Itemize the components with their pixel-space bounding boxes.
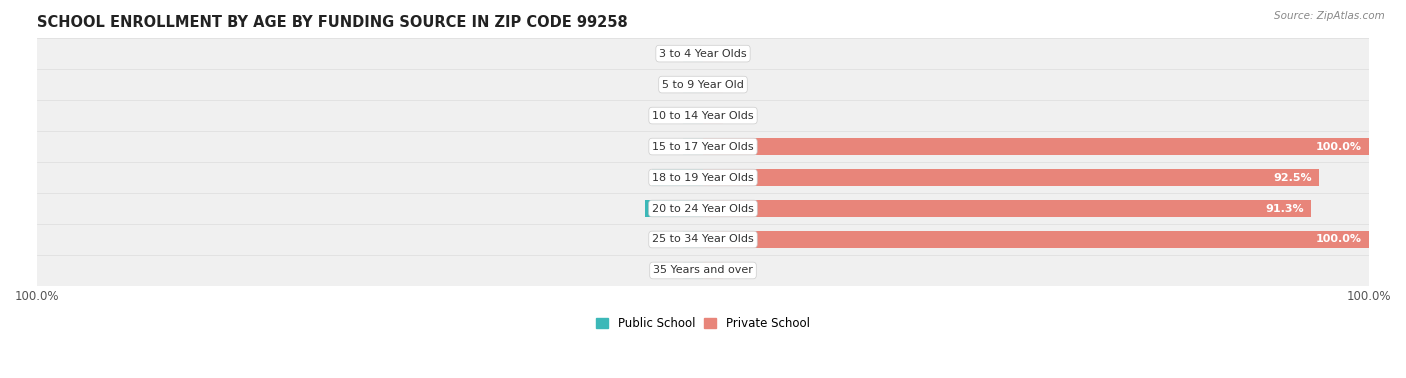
Bar [683, 231, 703, 248]
Text: 0.0%: 0.0% [713, 80, 741, 90]
Text: 0.0%: 0.0% [713, 265, 741, 276]
Bar [37, 131, 1369, 162]
Text: 0.0%: 0.0% [665, 234, 693, 245]
Bar [703, 45, 723, 62]
Bar [652, 169, 703, 186]
Bar [703, 262, 723, 279]
Text: SCHOOL ENROLLMENT BY AGE BY FUNDING SOURCE IN ZIP CODE 99258: SCHOOL ENROLLMENT BY AGE BY FUNDING SOUR… [37, 15, 628, 30]
Bar [683, 138, 703, 155]
Bar [683, 76, 703, 93]
Bar [37, 255, 1369, 286]
Bar [37, 100, 1369, 131]
Text: 10 to 14 Year Olds: 10 to 14 Year Olds [652, 111, 754, 121]
Bar [37, 224, 1369, 255]
Text: 20 to 24 Year Olds: 20 to 24 Year Olds [652, 203, 754, 214]
Bar [703, 138, 1369, 155]
Text: 7.6%: 7.6% [665, 172, 693, 183]
Bar [703, 107, 723, 124]
Legend: Public School, Private School: Public School, Private School [592, 312, 814, 335]
Bar [683, 45, 703, 62]
Text: 15 to 17 Year Olds: 15 to 17 Year Olds [652, 141, 754, 152]
Text: 0.0%: 0.0% [713, 49, 741, 59]
Bar [37, 162, 1369, 193]
Text: 91.3%: 91.3% [1265, 203, 1305, 214]
Bar [703, 231, 1369, 248]
Text: 0.0%: 0.0% [665, 111, 693, 121]
Text: 92.5%: 92.5% [1274, 172, 1312, 183]
Text: 35 Years and over: 35 Years and over [652, 265, 754, 276]
Text: 8.7%: 8.7% [665, 203, 693, 214]
Bar [645, 200, 703, 217]
Bar [703, 76, 723, 93]
Text: 0.0%: 0.0% [665, 265, 693, 276]
Bar [37, 193, 1369, 224]
Text: 5 to 9 Year Old: 5 to 9 Year Old [662, 80, 744, 90]
Bar [703, 169, 1319, 186]
Text: 25 to 34 Year Olds: 25 to 34 Year Olds [652, 234, 754, 245]
Text: 0.0%: 0.0% [713, 111, 741, 121]
Text: Source: ZipAtlas.com: Source: ZipAtlas.com [1274, 11, 1385, 21]
Text: 0.0%: 0.0% [665, 141, 693, 152]
Text: 3 to 4 Year Olds: 3 to 4 Year Olds [659, 49, 747, 59]
Bar [703, 200, 1310, 217]
Text: 0.0%: 0.0% [665, 80, 693, 90]
Bar [37, 38, 1369, 69]
Text: 100.0%: 100.0% [1316, 234, 1362, 245]
Text: 0.0%: 0.0% [665, 49, 693, 59]
Text: 18 to 19 Year Olds: 18 to 19 Year Olds [652, 172, 754, 183]
Bar [683, 262, 703, 279]
Bar [37, 69, 1369, 100]
Text: 100.0%: 100.0% [1316, 141, 1362, 152]
Bar [683, 107, 703, 124]
